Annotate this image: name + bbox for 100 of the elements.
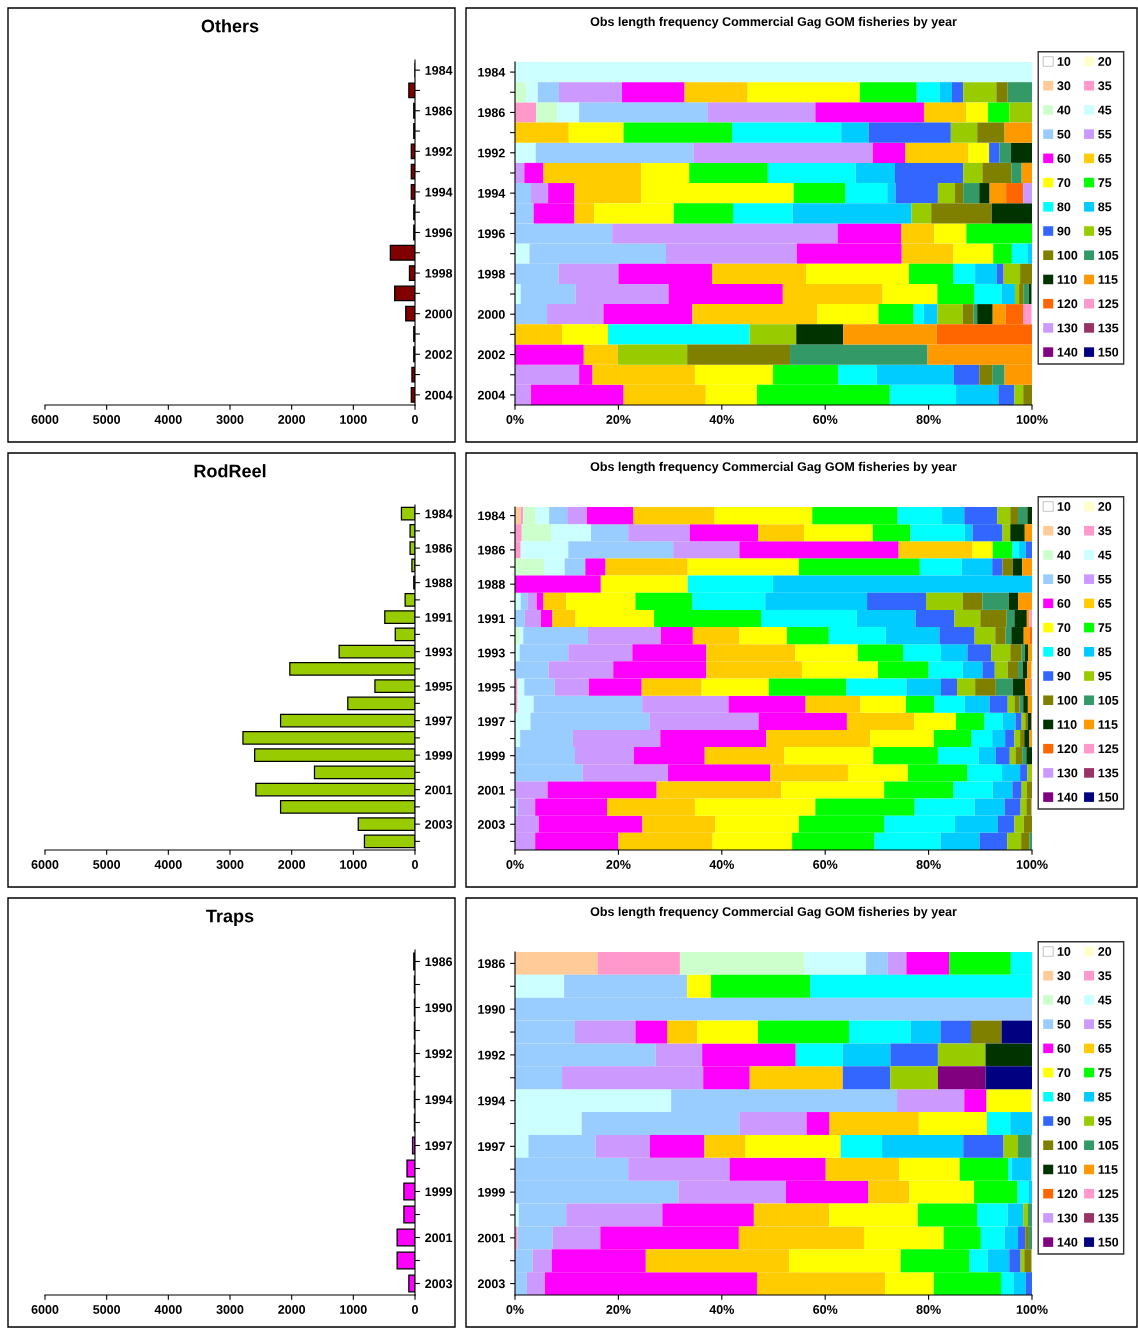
legend-label: 45 — [1098, 550, 1112, 560]
x-tick-label: 5000 — [93, 415, 121, 424]
legend-label: 95 — [1098, 226, 1112, 236]
legend-label: 60 — [1057, 1043, 1071, 1053]
y-tick-label: 1994 — [478, 188, 506, 198]
y-tick-label: 1992 — [478, 1050, 505, 1060]
y-tick-label: 1991 — [478, 614, 505, 624]
legend-label: 125 — [1098, 1189, 1119, 1199]
y-tick-label: 1997 — [478, 1142, 505, 1152]
y-tick-label: 1986 — [425, 106, 453, 116]
legend-label: 105 — [1098, 695, 1119, 705]
y-tick-label: 1993 — [425, 647, 453, 657]
y-tick-label: 2003 — [477, 820, 505, 829]
x-tick-label: 3000 — [216, 1305, 244, 1314]
legend-label: 30 — [1057, 971, 1071, 981]
legend-label: 10 — [1057, 502, 1071, 511]
legend-label: 150 — [1098, 792, 1119, 802]
x-tick-label: 5000 — [93, 860, 121, 869]
x-tick-label: 40% — [709, 1305, 734, 1314]
y-tick-label: 2001 — [425, 1233, 453, 1243]
legend-label: 20 — [1098, 947, 1112, 956]
y-tick-label: 2004 — [477, 390, 506, 400]
legend-label: 100 — [1057, 695, 1078, 705]
x-tick-label: 1000 — [340, 860, 367, 869]
legend-label: 50 — [1057, 574, 1071, 584]
x-tick-label: 40% — [709, 415, 734, 424]
y-tick-label: 2001 — [477, 785, 505, 795]
legend-label: 120 — [1057, 744, 1078, 754]
x-tick-label: 40% — [709, 860, 734, 869]
legend-label: 55 — [1098, 1019, 1112, 1029]
x-tick-label: 20% — [606, 415, 631, 424]
x-tick-label: 4000 — [154, 1305, 182, 1314]
y-tick-label: 1992 — [425, 1049, 453, 1059]
legend-label: 55 — [1098, 129, 1112, 139]
y-tick-label: 1998 — [478, 269, 505, 279]
legend-label: 135 — [1098, 323, 1119, 333]
y-tick-label: 1991 — [425, 612, 453, 622]
legend-label: 90 — [1057, 226, 1071, 236]
x-tick-label: 0% — [506, 1305, 524, 1314]
legend-label: 120 — [1057, 1189, 1078, 1199]
legend-label: 30 — [1057, 526, 1071, 536]
y-tick-label: 2001 — [477, 1233, 505, 1243]
y-tick-label: 1988 — [425, 578, 453, 588]
legend-label: 140 — [1057, 347, 1078, 357]
x-tick-label: 60% — [813, 415, 838, 424]
x-tick-label: 6000 — [31, 415, 59, 424]
legend-label: 50 — [1057, 129, 1071, 139]
y-tick-label: 2003 — [425, 1279, 453, 1289]
y-tick-label: 1999 — [425, 1187, 453, 1197]
legend-label: 30 — [1057, 81, 1071, 91]
legend-label: 45 — [1098, 105, 1112, 115]
y-tick-label: 2000 — [477, 310, 505, 319]
legend-label: 130 — [1057, 323, 1078, 333]
legend-label: 75 — [1098, 1068, 1112, 1078]
y-tick-label: 1997 — [425, 716, 452, 726]
x-tick-label: 60% — [813, 1305, 838, 1314]
legend-label: 70 — [1057, 1068, 1071, 1078]
legend-label: 50 — [1057, 1019, 1071, 1029]
legend-label: 20 — [1098, 502, 1112, 511]
legend-label: 10 — [1057, 947, 1071, 956]
y-tick-label: 1986 — [478, 545, 505, 555]
x-tick-label: 0% — [506, 860, 524, 869]
x-tick-label: 1000 — [340, 1305, 367, 1314]
x-tick-label: 5000 — [93, 1305, 121, 1314]
y-tick-label: 1994 — [478, 1096, 506, 1106]
x-tick-label: 0% — [506, 415, 524, 424]
legend-label: 35 — [1098, 526, 1112, 536]
y-tick-label: 1999 — [478, 751, 505, 761]
legend-label: 90 — [1057, 1116, 1071, 1126]
legend-label: 90 — [1057, 671, 1071, 681]
legend-label: 65 — [1098, 1043, 1112, 1053]
legend-label: 110 — [1057, 720, 1077, 729]
legend-label: 120 — [1057, 299, 1078, 309]
x-tick-label: 2000 — [278, 415, 306, 424]
x-tick-label: 100% — [1016, 415, 1048, 424]
legend-label: 70 — [1057, 623, 1071, 633]
chart-title: Obs length frequency Commercial Gag GOM fisheries by year — [590, 461, 957, 474]
legend-label: 115 — [1098, 275, 1118, 284]
legend-label: 20 — [1098, 57, 1112, 66]
y-tick-label: 1986 — [478, 959, 505, 969]
legend-label: 65 — [1098, 598, 1112, 608]
x-tick-label: 80% — [916, 1305, 941, 1314]
chart-title: Obs length frequency Commercial Gag GOM fisheries by year — [590, 906, 957, 919]
legend-label: 150 — [1098, 347, 1119, 357]
x-tick-label: 4000 — [154, 415, 182, 424]
x-tick-label: 6000 — [31, 860, 59, 869]
x-tick-label: 3000 — [216, 415, 244, 424]
legend-label: 135 — [1098, 1213, 1119, 1223]
legend-label: 150 — [1098, 1237, 1119, 1247]
y-tick-label: 2004 — [425, 390, 453, 400]
legend-label: 35 — [1098, 81, 1112, 91]
x-tick-label: 100% — [1016, 860, 1048, 869]
legend-label: 105 — [1098, 250, 1119, 260]
legend-label: 60 — [1057, 153, 1071, 163]
x-tick-label: 6000 — [31, 1305, 59, 1314]
y-tick-label: 1993 — [478, 648, 505, 658]
y-tick-label: 2002 — [477, 350, 505, 360]
legend-label: 135 — [1098, 768, 1119, 778]
y-tick-label: 2003 — [477, 1279, 505, 1289]
legend-label: 110 — [1057, 275, 1077, 284]
